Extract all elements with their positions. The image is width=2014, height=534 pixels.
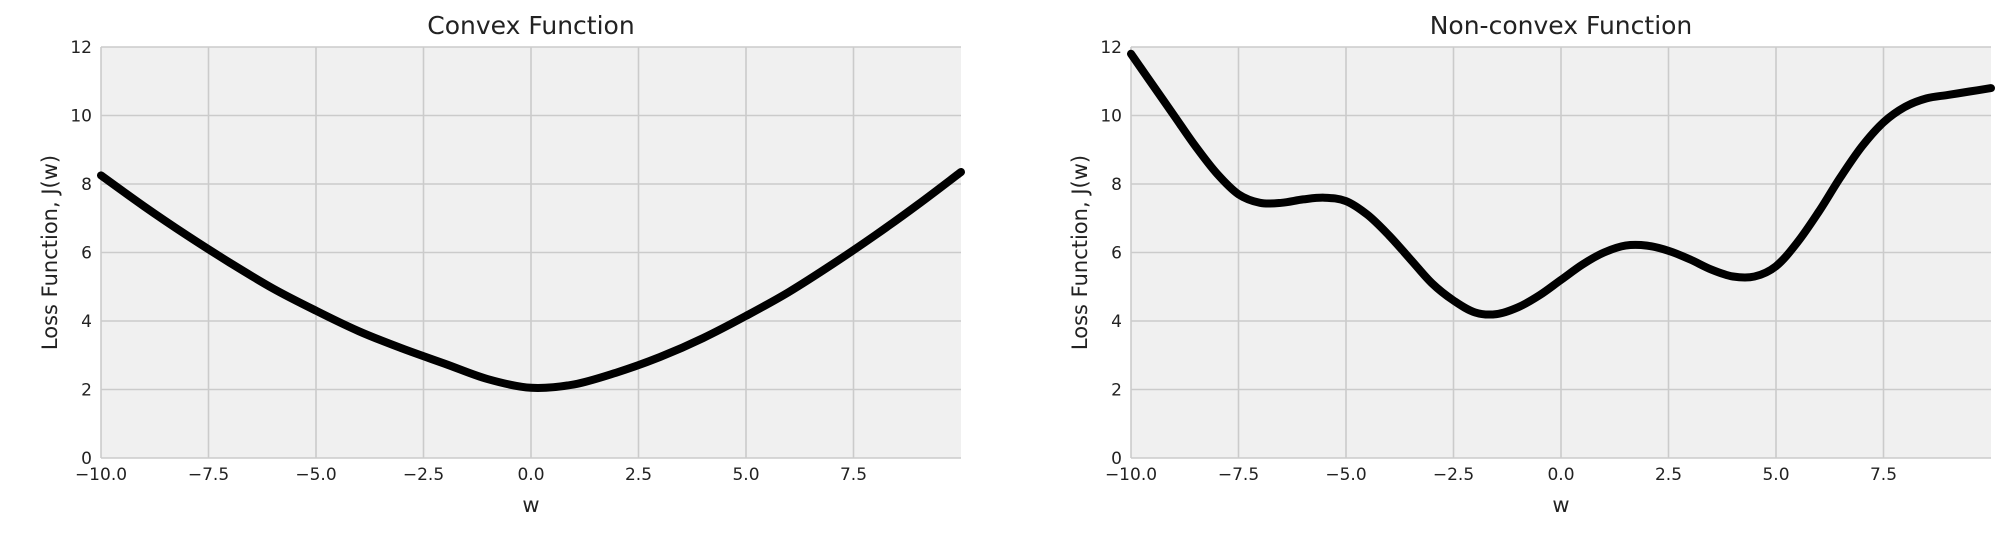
x-axis-label: w — [522, 493, 539, 517]
x-tick-label: −2.5 — [1433, 465, 1474, 485]
x-tick-label: 2.5 — [1655, 465, 1682, 485]
y-tick-label: 12 — [1100, 38, 1122, 58]
x-tick-label: 5.0 — [1762, 465, 1789, 485]
y-tick-label: 0 — [81, 449, 92, 469]
y-tick-label: 12 — [70, 38, 92, 58]
x-tick-label: 2.5 — [625, 465, 652, 485]
y-tick-label: 2 — [81, 381, 92, 401]
y-tick-label: 10 — [1100, 107, 1122, 127]
series-line — [97, 168, 965, 392]
x-tick-label: 0.0 — [517, 465, 544, 485]
y-tick-label: 0 — [1111, 449, 1122, 469]
x-tick-label: −2.5 — [403, 465, 444, 485]
x-tick-label: 7.5 — [840, 465, 867, 485]
x-tick-label: 0.0 — [1547, 465, 1574, 485]
x-tick-label: −7.5 — [1218, 465, 1259, 485]
x-tick-label: −5.0 — [295, 465, 336, 485]
series-line — [1127, 49, 1995, 319]
chart-panel-2: −10.0 −7.5 −5.0 −2.5 0.0 2.5 5.0 7.5 0 2 4 6 8 10 12 No… — [1068, 11, 1995, 517]
chart-title: Non-convex Function — [1430, 11, 1693, 40]
chart-title: Convex Function — [427, 11, 634, 40]
y-tick-label: 8 — [1111, 175, 1122, 195]
x-tick-label: −10.0 — [75, 465, 127, 485]
y-tick-label: 10 — [70, 107, 92, 127]
x-tick-label: 5.0 — [732, 465, 759, 485]
y-tick-label: 6 — [81, 244, 92, 264]
y-axis-label: Loss Function, J(w) — [38, 155, 62, 350]
chart-panel-1: −10.0 −7.5 −5.0 −2.5 0.0 2.5 5.0 7.5 0 2 4 6 8 10 12 Co… — [38, 11, 965, 517]
x-tick-label: 7.5 — [1870, 465, 1897, 485]
y-tick-label: 8 — [81, 175, 92, 195]
x-axis-label: w — [1552, 493, 1569, 517]
y-axis-label: Loss Function, J(w) — [1068, 155, 1092, 350]
y-tick-label: 4 — [1111, 312, 1122, 332]
x-tick-label: −5.0 — [1325, 465, 1366, 485]
y-tick-label: 6 — [1111, 244, 1122, 264]
y-tick-label: 2 — [1111, 381, 1122, 401]
y-tick-label: 4 — [81, 312, 92, 332]
x-tick-label: −10.0 — [1105, 465, 1157, 485]
x-tick-label: −7.5 — [188, 465, 229, 485]
